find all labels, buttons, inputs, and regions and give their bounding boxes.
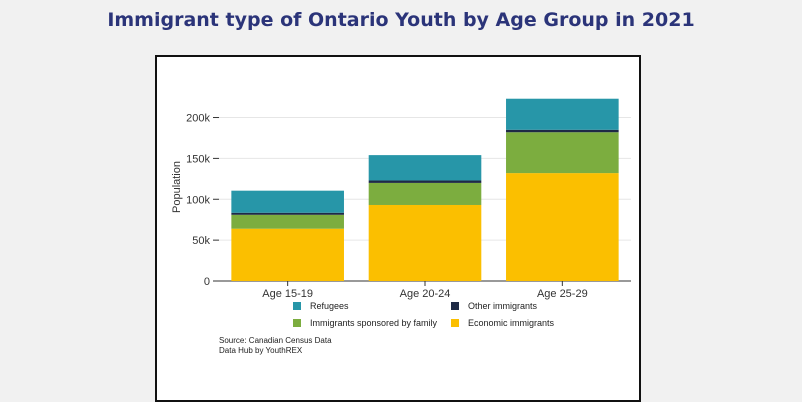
y-axis-label: Population [171,161,183,213]
chart-legend: Refugees Other immigrants Immigrants spons… [293,301,613,341]
x-tick-label: Age 20-24 [400,288,451,300]
source-line: Source: Canadian Census Data [219,336,332,345]
legend-item: Other immigrants [451,301,537,311]
y-tick-label: 200k [186,113,210,125]
legend-label: Other immigrants [468,301,538,311]
bar-segment [231,228,344,281]
page-title: Immigrant type of Ontario Youth by Age G… [107,9,695,31]
legend-swatch [293,302,301,310]
bar-segment [368,155,482,181]
y-tick-label: 150k [186,153,210,165]
legend-swatch [451,302,459,310]
bar-segment [506,98,619,130]
stacked-bar-chart: 0 50k 100k 150k 200k Population Age 15-19 Age 2… [171,98,631,300]
legend-swatch [451,319,459,327]
bar-segment [506,129,619,133]
x-tick-label: Age 15-19 [262,288,313,300]
source-note: Source: Canadian Census Data Data Hub by… [219,336,332,356]
legend-item: Economic immigrants [451,318,554,328]
chart-frame: 0 50k 100k 150k 200k Population Age 15-19 Age 2… [155,55,641,402]
data-hub-line: Data Hub by YouthREX [219,346,303,355]
x-tick-label: Age 25-29 [537,288,588,300]
bar-segment [506,132,619,174]
legend-label: Immigrants sponsored by family [310,318,438,328]
y-tick-label: 100k [186,194,210,206]
bar-segment [368,204,482,281]
y-tick-label: 0 [204,276,210,288]
bar-segment [368,180,482,183]
legend-item: Immigrants sponsored by family [293,318,437,328]
bar-segment [231,212,344,215]
bar-segment [506,173,619,281]
legend-item: Refugees [293,301,349,311]
bar-segment [231,190,344,213]
bar-segment [231,214,344,229]
legend-label: Economic immigrants [468,318,555,328]
bar-segment [368,182,482,205]
y-tick-label: 50k [192,235,210,247]
legend-label: Refugees [310,301,349,311]
legend-swatch [293,319,301,327]
